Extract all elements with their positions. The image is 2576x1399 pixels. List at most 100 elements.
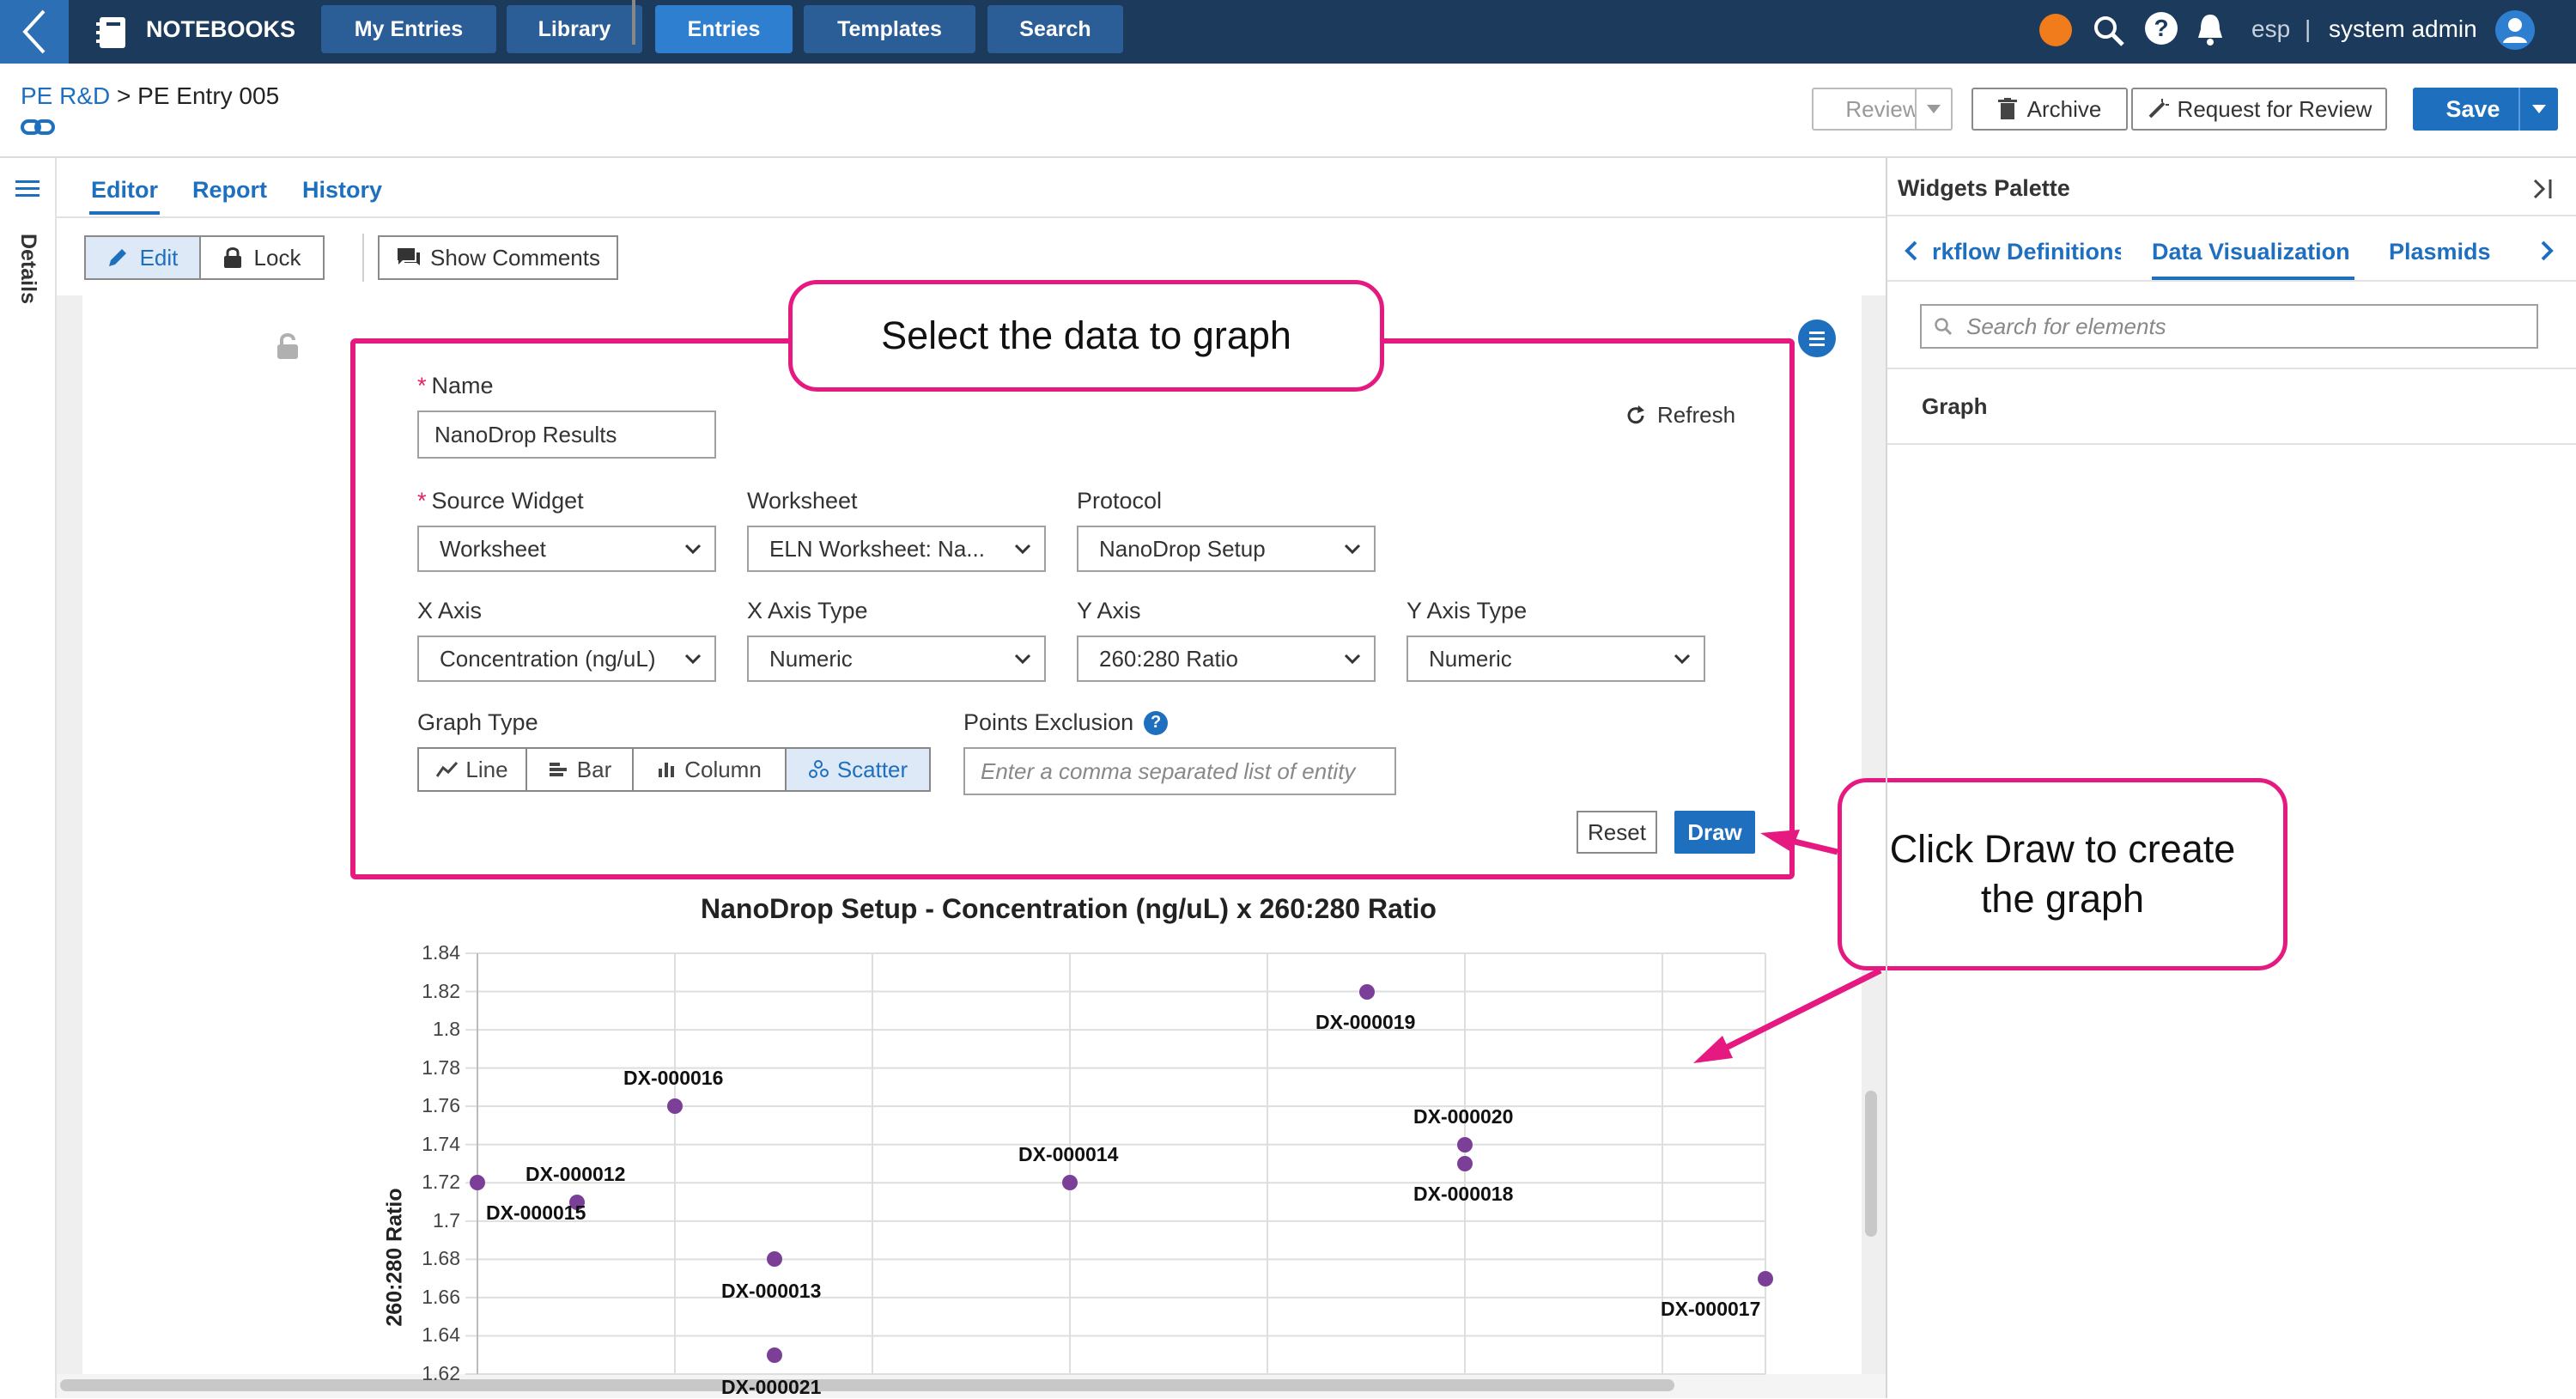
graph-type-bar[interactable]: Bar xyxy=(526,747,634,792)
archive-button[interactable]: Archive xyxy=(1971,88,2128,131)
trash-icon xyxy=(1997,98,2017,119)
graph-type-scatter[interactable]: Scatter xyxy=(785,747,931,792)
scatter-point[interactable] xyxy=(569,1194,585,1210)
worksheet-label: Worksheet xyxy=(747,488,858,514)
graph-type-column-label: Column xyxy=(684,756,762,782)
link-icon[interactable] xyxy=(21,117,55,142)
vertical-scrollbar-thumb[interactable] xyxy=(1865,1091,1877,1237)
protocol-select[interactable]: NanoDrop Setup xyxy=(1077,526,1376,572)
graph-type-scatter-label: Scatter xyxy=(836,756,908,782)
palette-search-placeholder: Search for elements xyxy=(1966,313,2166,339)
palette-item-graph[interactable]: Graph xyxy=(1887,369,2576,445)
lock-mode-button[interactable]: Lock xyxy=(199,235,325,280)
palette-tab-data-visualization[interactable]: Data Visualization xyxy=(2152,239,2350,265)
point-label: DX-000012 xyxy=(526,1162,626,1185)
save-dropdown-button[interactable] xyxy=(2518,88,2558,131)
nav-library[interactable]: Library xyxy=(507,5,642,53)
tab-history[interactable]: History xyxy=(302,177,383,203)
y-axis-select[interactable]: 260:280 Ratio xyxy=(1077,636,1376,682)
nav-templates[interactable]: Templates xyxy=(804,5,975,53)
palette-tabs-prev-icon[interactable] xyxy=(1903,239,1920,267)
y-tick-label: 1.7 xyxy=(433,1208,460,1232)
user-divider: | xyxy=(2305,15,2312,42)
show-comments-button[interactable]: Show Comments xyxy=(378,235,618,280)
graph-type-column[interactable]: Column xyxy=(632,747,787,792)
chevron-down-icon xyxy=(1014,654,1031,665)
user-name[interactable]: system admin xyxy=(2329,15,2477,42)
y-axis-type-select[interactable]: Numeric xyxy=(1406,636,1705,682)
scatter-point[interactable] xyxy=(767,1251,782,1268)
tab-report[interactable]: Report xyxy=(192,177,267,203)
protocol-label: Protocol xyxy=(1077,488,1163,514)
breadcrumb-parent[interactable]: PE R&D xyxy=(21,82,111,109)
palette-tab-plasmids[interactable]: Plasmids xyxy=(2389,239,2491,265)
bar-chart-icon xyxy=(549,763,567,776)
user-avatar-icon[interactable] xyxy=(2495,10,2535,50)
status-indicator-icon[interactable] xyxy=(2039,14,2072,46)
x-axis-type-value: Numeric xyxy=(769,645,853,672)
scatter-point[interactable] xyxy=(1062,1175,1078,1191)
details-toggle[interactable]: Details xyxy=(16,234,40,304)
horizontal-scrollbar-thumb[interactable] xyxy=(60,1379,1674,1391)
search-icon[interactable] xyxy=(2092,14,2126,52)
help-circle-icon[interactable]: ? xyxy=(1144,710,1169,735)
active-tab-underline xyxy=(89,211,160,215)
tab-editor[interactable]: Editor xyxy=(91,177,158,203)
palette-divider xyxy=(1886,158,1887,1398)
source-widget-select[interactable]: Worksheet xyxy=(417,526,716,572)
edit-mode-button[interactable]: Edit xyxy=(84,235,201,280)
palette-search-input[interactable]: Search for elements xyxy=(1920,304,2538,349)
name-input[interactable]: NanoDrop Results xyxy=(417,411,716,459)
breadcrumb-separator: > xyxy=(117,82,131,109)
palette-tabs-divider xyxy=(1887,280,2576,282)
scatter-point[interactable] xyxy=(1359,983,1375,1000)
breadcrumb: PE R&D > PE Entry 005 xyxy=(21,82,279,110)
scatter-point[interactable] xyxy=(667,1098,683,1115)
refresh-button[interactable]: Refresh xyxy=(1625,402,1735,429)
scatter-point[interactable] xyxy=(470,1175,485,1191)
collapse-panel-icon[interactable] xyxy=(2531,177,2554,205)
scatter-point[interactable] xyxy=(1457,1136,1473,1153)
graph-type-line[interactable]: Line xyxy=(417,747,527,792)
worksheet-select[interactable]: ELN Worksheet: Na... xyxy=(747,526,1046,572)
notifications-bell-icon[interactable] xyxy=(2195,12,2226,51)
y-tick-label: 1.82 xyxy=(422,979,460,1002)
request-for-review-button[interactable]: Request for Review xyxy=(2131,88,2387,131)
x-axis-select[interactable]: Concentration (ng/uL) xyxy=(417,636,716,682)
chevron-down-icon xyxy=(1344,544,1361,555)
x-axis-value: Concentration (ng/uL) xyxy=(440,645,656,672)
x-axis-type-select[interactable]: Numeric xyxy=(747,636,1046,682)
refresh-icon xyxy=(1627,404,1644,423)
y-tick-label: 1.66 xyxy=(422,1285,460,1308)
palette-tabs-next-icon[interactable] xyxy=(2538,239,2555,267)
nav-search[interactable]: Search xyxy=(987,5,1123,53)
point-label: DX-000020 xyxy=(1413,1104,1514,1128)
help-icon[interactable]: ? xyxy=(2145,12,2178,45)
nav-entries[interactable]: Entries xyxy=(655,5,793,53)
callout-select-data: Select the data to graph xyxy=(788,280,1384,392)
reset-button[interactable]: Reset xyxy=(1577,811,1657,854)
palette-tab-workflow-definitions[interactable]: rkflow Definitions xyxy=(1932,239,2121,265)
pencil-icon xyxy=(108,249,126,266)
scatter-point[interactable] xyxy=(1758,1270,1773,1286)
save-button[interactable]: Save xyxy=(2413,88,2533,131)
nav-my-entries[interactable]: My Entries xyxy=(321,5,496,53)
menu-icon[interactable] xyxy=(15,179,39,204)
callout-click-draw-line1: Click Draw to create xyxy=(1889,827,2236,871)
request-for-review-label: Request for Review xyxy=(2177,95,2372,122)
widget-menu-icon[interactable] xyxy=(1798,319,1836,357)
app-name: NOTEBOOKS xyxy=(146,15,296,42)
callout-click-draw: Click Draw to create the graph xyxy=(1838,778,2287,970)
scatter-point[interactable] xyxy=(1457,1156,1473,1171)
scatter-chart-icon xyxy=(808,760,829,778)
back-button[interactable] xyxy=(0,0,69,64)
widget-lock-icon[interactable] xyxy=(275,332,301,365)
review-dropdown-button[interactable] xyxy=(1915,88,1953,131)
scatter-point[interactable] xyxy=(767,1347,782,1363)
y-axis-type-value: Numeric xyxy=(1429,645,1512,672)
y-tick-label: 1.76 xyxy=(422,1094,460,1117)
points-exclusion-input[interactable]: Enter a comma separated list of entity xyxy=(963,747,1396,795)
line-chart-icon xyxy=(436,761,459,777)
draw-button[interactable]: Draw xyxy=(1674,811,1755,854)
callout-click-draw-line2: the graph xyxy=(1980,877,2145,921)
